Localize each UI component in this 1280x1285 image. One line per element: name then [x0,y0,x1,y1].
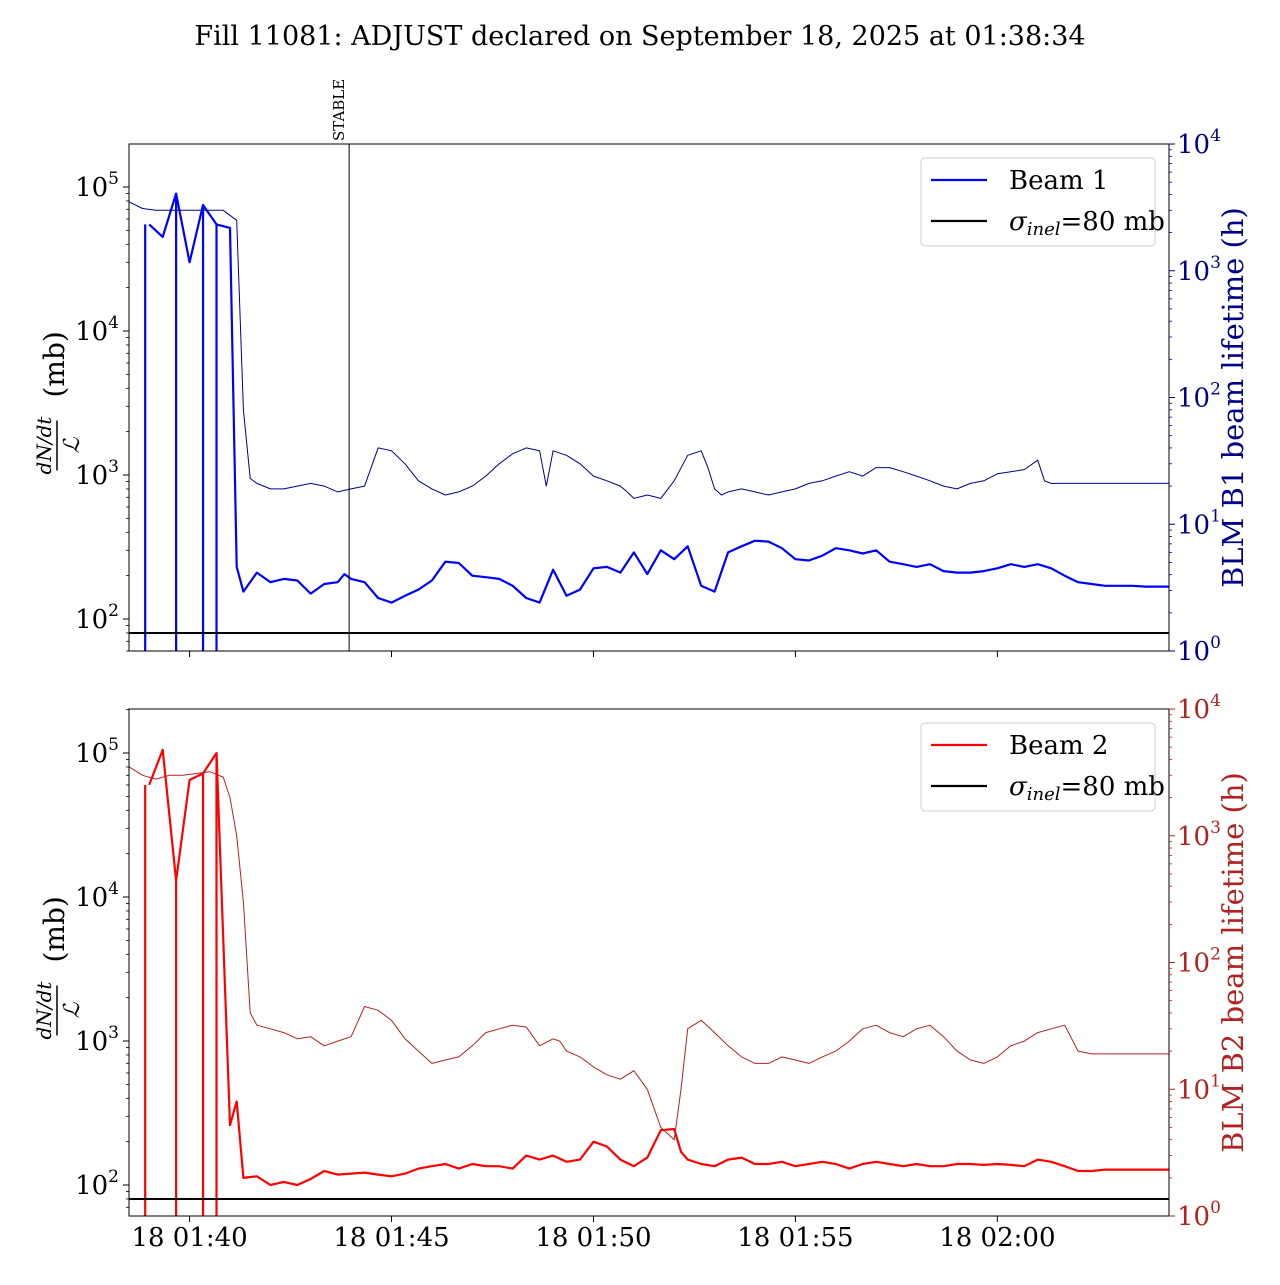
left-tick-label: 102 [75,1167,119,1201]
label-unit: (mb) [38,331,71,397]
lifetime-line-b2 [129,766,1169,1141]
right-tick-label: 103 [1177,253,1221,287]
right-tick-label: 101 [1177,506,1221,540]
plot-area [129,192,1169,651]
left-axis-label: dN/dt ℒ (mb) [32,896,85,1039]
plot-area [129,748,1169,1216]
x-tick-label: 18 02:00 [939,1223,1055,1253]
x-tick-label: 18 01:40 [131,1223,247,1253]
legend-entry-sigma: σinel=80 mb [1009,207,1165,240]
left-tick-label: 105 [75,169,119,203]
right-tick-label: 100 [1177,633,1221,667]
left-tick-label: 103 [75,457,119,491]
right-tick-label: 101 [1177,1071,1221,1105]
label-numerator: dN/dt [32,981,56,1040]
lifetime-line-b1 [129,201,1169,499]
left-axis-label: dN/dt ℒ (mb) [32,331,85,474]
left-tick-label: 104 [75,879,119,913]
legend: Beam 2 σinel=80 mb [920,722,1165,812]
right-tick-label: 102 [1177,380,1221,414]
right-tick-label: 104 [1177,126,1221,160]
x-tick-label: 18 01:50 [535,1223,651,1253]
legend-entry-beam: Beam 2 [1009,731,1108,761]
right-axis-label: BLM B1 beam lifetime (h) [1216,207,1250,588]
left-tick-label: 103 [75,1023,119,1057]
legend-entry-sigma: σinel=80 mb [1009,772,1165,805]
legend-entry-beam: Beam 1 [1009,166,1108,196]
stable-marker-label: STABLE [330,79,348,141]
chart-title: Fill 11081: ADJUST declared on September… [194,21,1085,52]
right-tick-label: 103 [1177,818,1221,852]
label-unit: (mb) [38,896,71,962]
series-line-beam-2 [148,748,1169,1187]
label-denominator: ℒ [60,436,85,453]
label-numerator: dN/dt [32,416,56,475]
top-panel: STABLE 102 103 104 105 100 101 102 103 104 dN/dt ℒ (… [32,79,1250,667]
left-tick-label: 105 [75,735,119,769]
left-tick-label: 102 [75,601,119,635]
x-tick-label: 18 01:55 [737,1223,853,1253]
x-tick-label: 18 01:45 [333,1223,449,1253]
series-line-beam-1 [148,192,1169,604]
label-denominator: ℒ [60,1001,85,1018]
legend: Beam 1 σinel=80 mb [920,157,1165,247]
right-tick-label: 102 [1177,945,1221,979]
left-tick-label: 104 [75,313,119,347]
right-axis-label: BLM B2 beam lifetime (h) [1216,772,1250,1153]
right-tick-label: 100 [1177,1198,1221,1232]
right-tick-label: 104 [1177,691,1221,725]
bottom-panel: 102 103 104 105 100 101 102 103 104 18 01:40 18 01… [32,691,1250,1253]
